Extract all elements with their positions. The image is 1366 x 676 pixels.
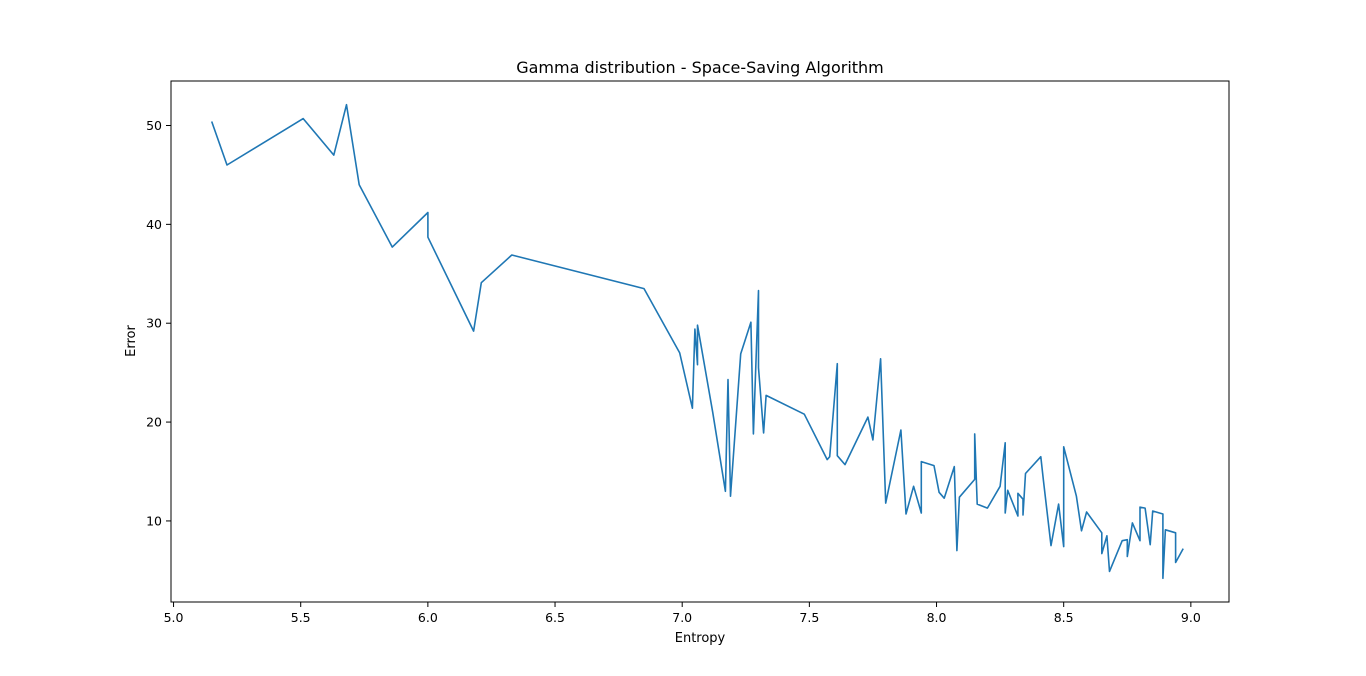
y-tick-label: 50 (146, 118, 162, 133)
x-tick-label: 5.5 (291, 610, 311, 625)
y-tick-label: 20 (146, 415, 162, 430)
x-tick-label: 8.5 (1054, 610, 1074, 625)
y-axis: 10 20 30 40 50 (146, 118, 171, 528)
y-axis-label: Error (124, 325, 139, 357)
plot-area (210, 103, 1184, 580)
x-tick-label: 6.0 (418, 610, 438, 625)
y-tick-label: 40 (146, 217, 162, 232)
plot-frame (170, 80, 1230, 603)
series-line (210, 103, 1184, 580)
chart-title: Gamma distribution - Space-Saving Algori… (516, 58, 884, 77)
x-tick-label: 7.0 (672, 610, 692, 625)
x-tick-label: 9.0 (1181, 610, 1201, 625)
x-axis-label: Entropy (675, 631, 726, 646)
x-tick-label: 8.0 (927, 610, 947, 625)
y-tick-label: 30 (146, 316, 162, 331)
x-tick-label: 6.5 (545, 610, 565, 625)
y-tick-label: 10 (146, 513, 162, 528)
x-tick-label: 5.0 (164, 610, 184, 625)
x-tick-label: 7.5 (799, 610, 819, 625)
x-axis: 5.0 5.5 6.0 6.5 7.0 7.5 8.0 8.5 9.0 (164, 602, 1201, 625)
